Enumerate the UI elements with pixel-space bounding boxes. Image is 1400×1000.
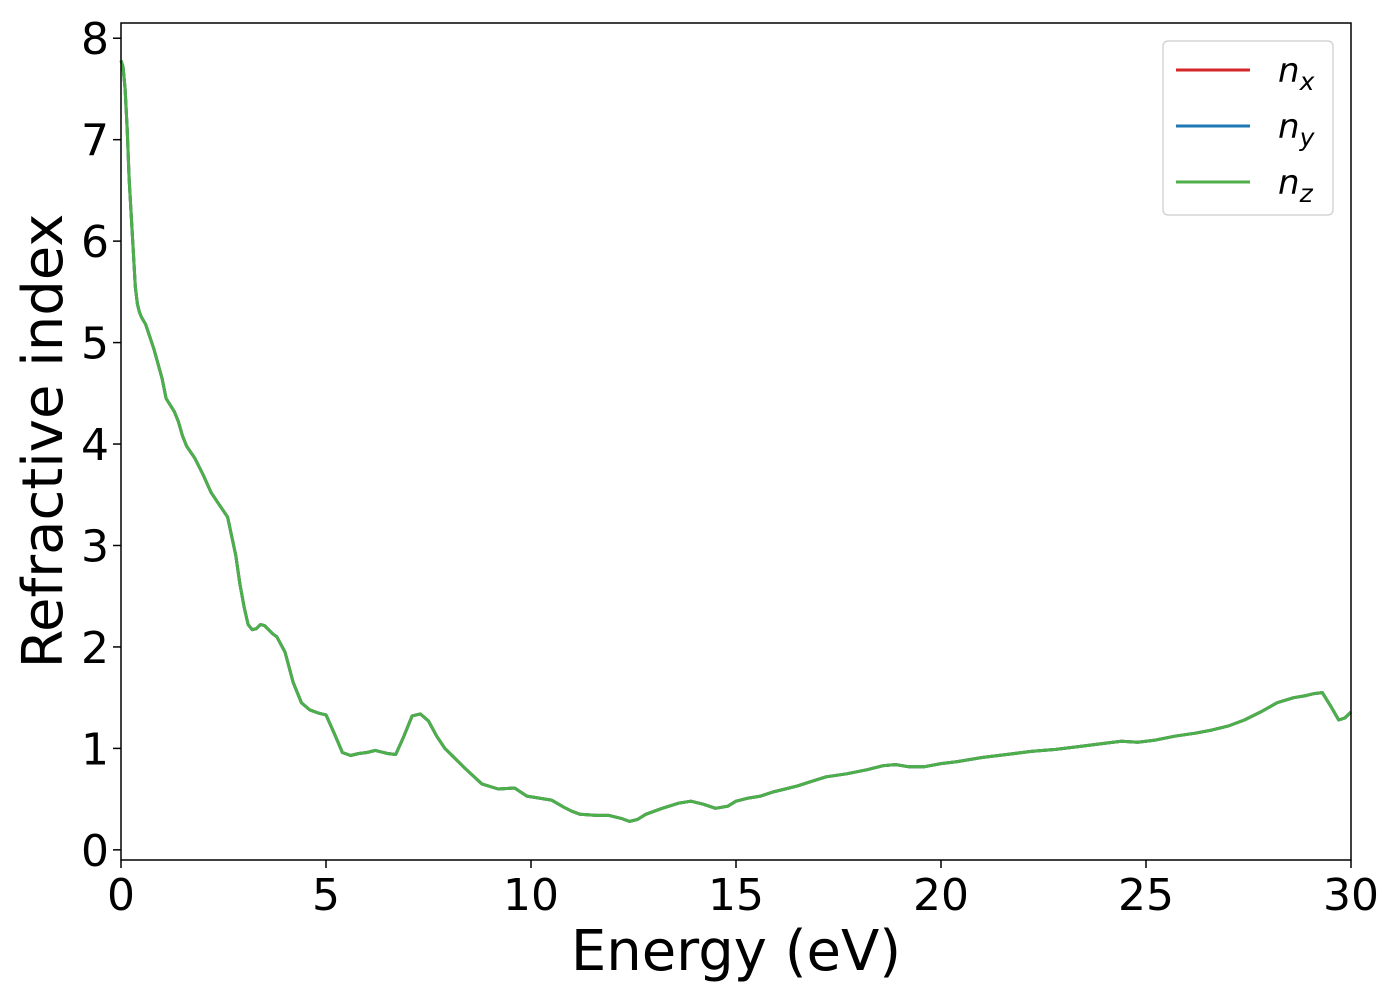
y-tick-label: 2 <box>81 623 109 674</box>
x-tick-label: 25 <box>1118 870 1174 921</box>
series-lines <box>119 60 1353 823</box>
x-tick-label: 10 <box>503 870 559 921</box>
legend: nx ny nz <box>1162 40 1334 216</box>
y-tick-label: 5 <box>81 319 109 370</box>
y-axis-ticks: 0 1 2 3 4 5 6 7 8 <box>81 14 121 877</box>
legend-label-nx: nx <box>1278 51 1315 96</box>
x-tick-label: 5 <box>312 870 340 921</box>
y-tick-label: 8 <box>81 14 109 65</box>
y-tick-label: 3 <box>81 521 109 572</box>
series-line-nz <box>119 60 1353 823</box>
y-tick-label: 7 <box>81 116 109 167</box>
x-tick-label: 0 <box>107 870 135 921</box>
legend-label-nz: nz <box>1278 163 1314 208</box>
y-tick-label: 6 <box>81 217 109 268</box>
x-tick-label: 30 <box>1323 870 1379 921</box>
legend-label-ny: ny <box>1278 107 1316 152</box>
y-axis-label: Refractive index <box>11 214 76 669</box>
legend-box <box>1162 40 1334 216</box>
x-axis-label: Energy (eV) <box>571 919 901 984</box>
plot-background <box>121 23 1351 860</box>
y-tick-label: 4 <box>81 420 109 471</box>
x-tick-label: 20 <box>913 870 969 921</box>
x-tick-label: 15 <box>708 870 764 921</box>
y-tick-label: 0 <box>81 826 109 877</box>
x-axis-ticks: 0 5 10 15 20 25 30 <box>107 860 1379 921</box>
y-tick-label: 1 <box>81 724 109 775</box>
